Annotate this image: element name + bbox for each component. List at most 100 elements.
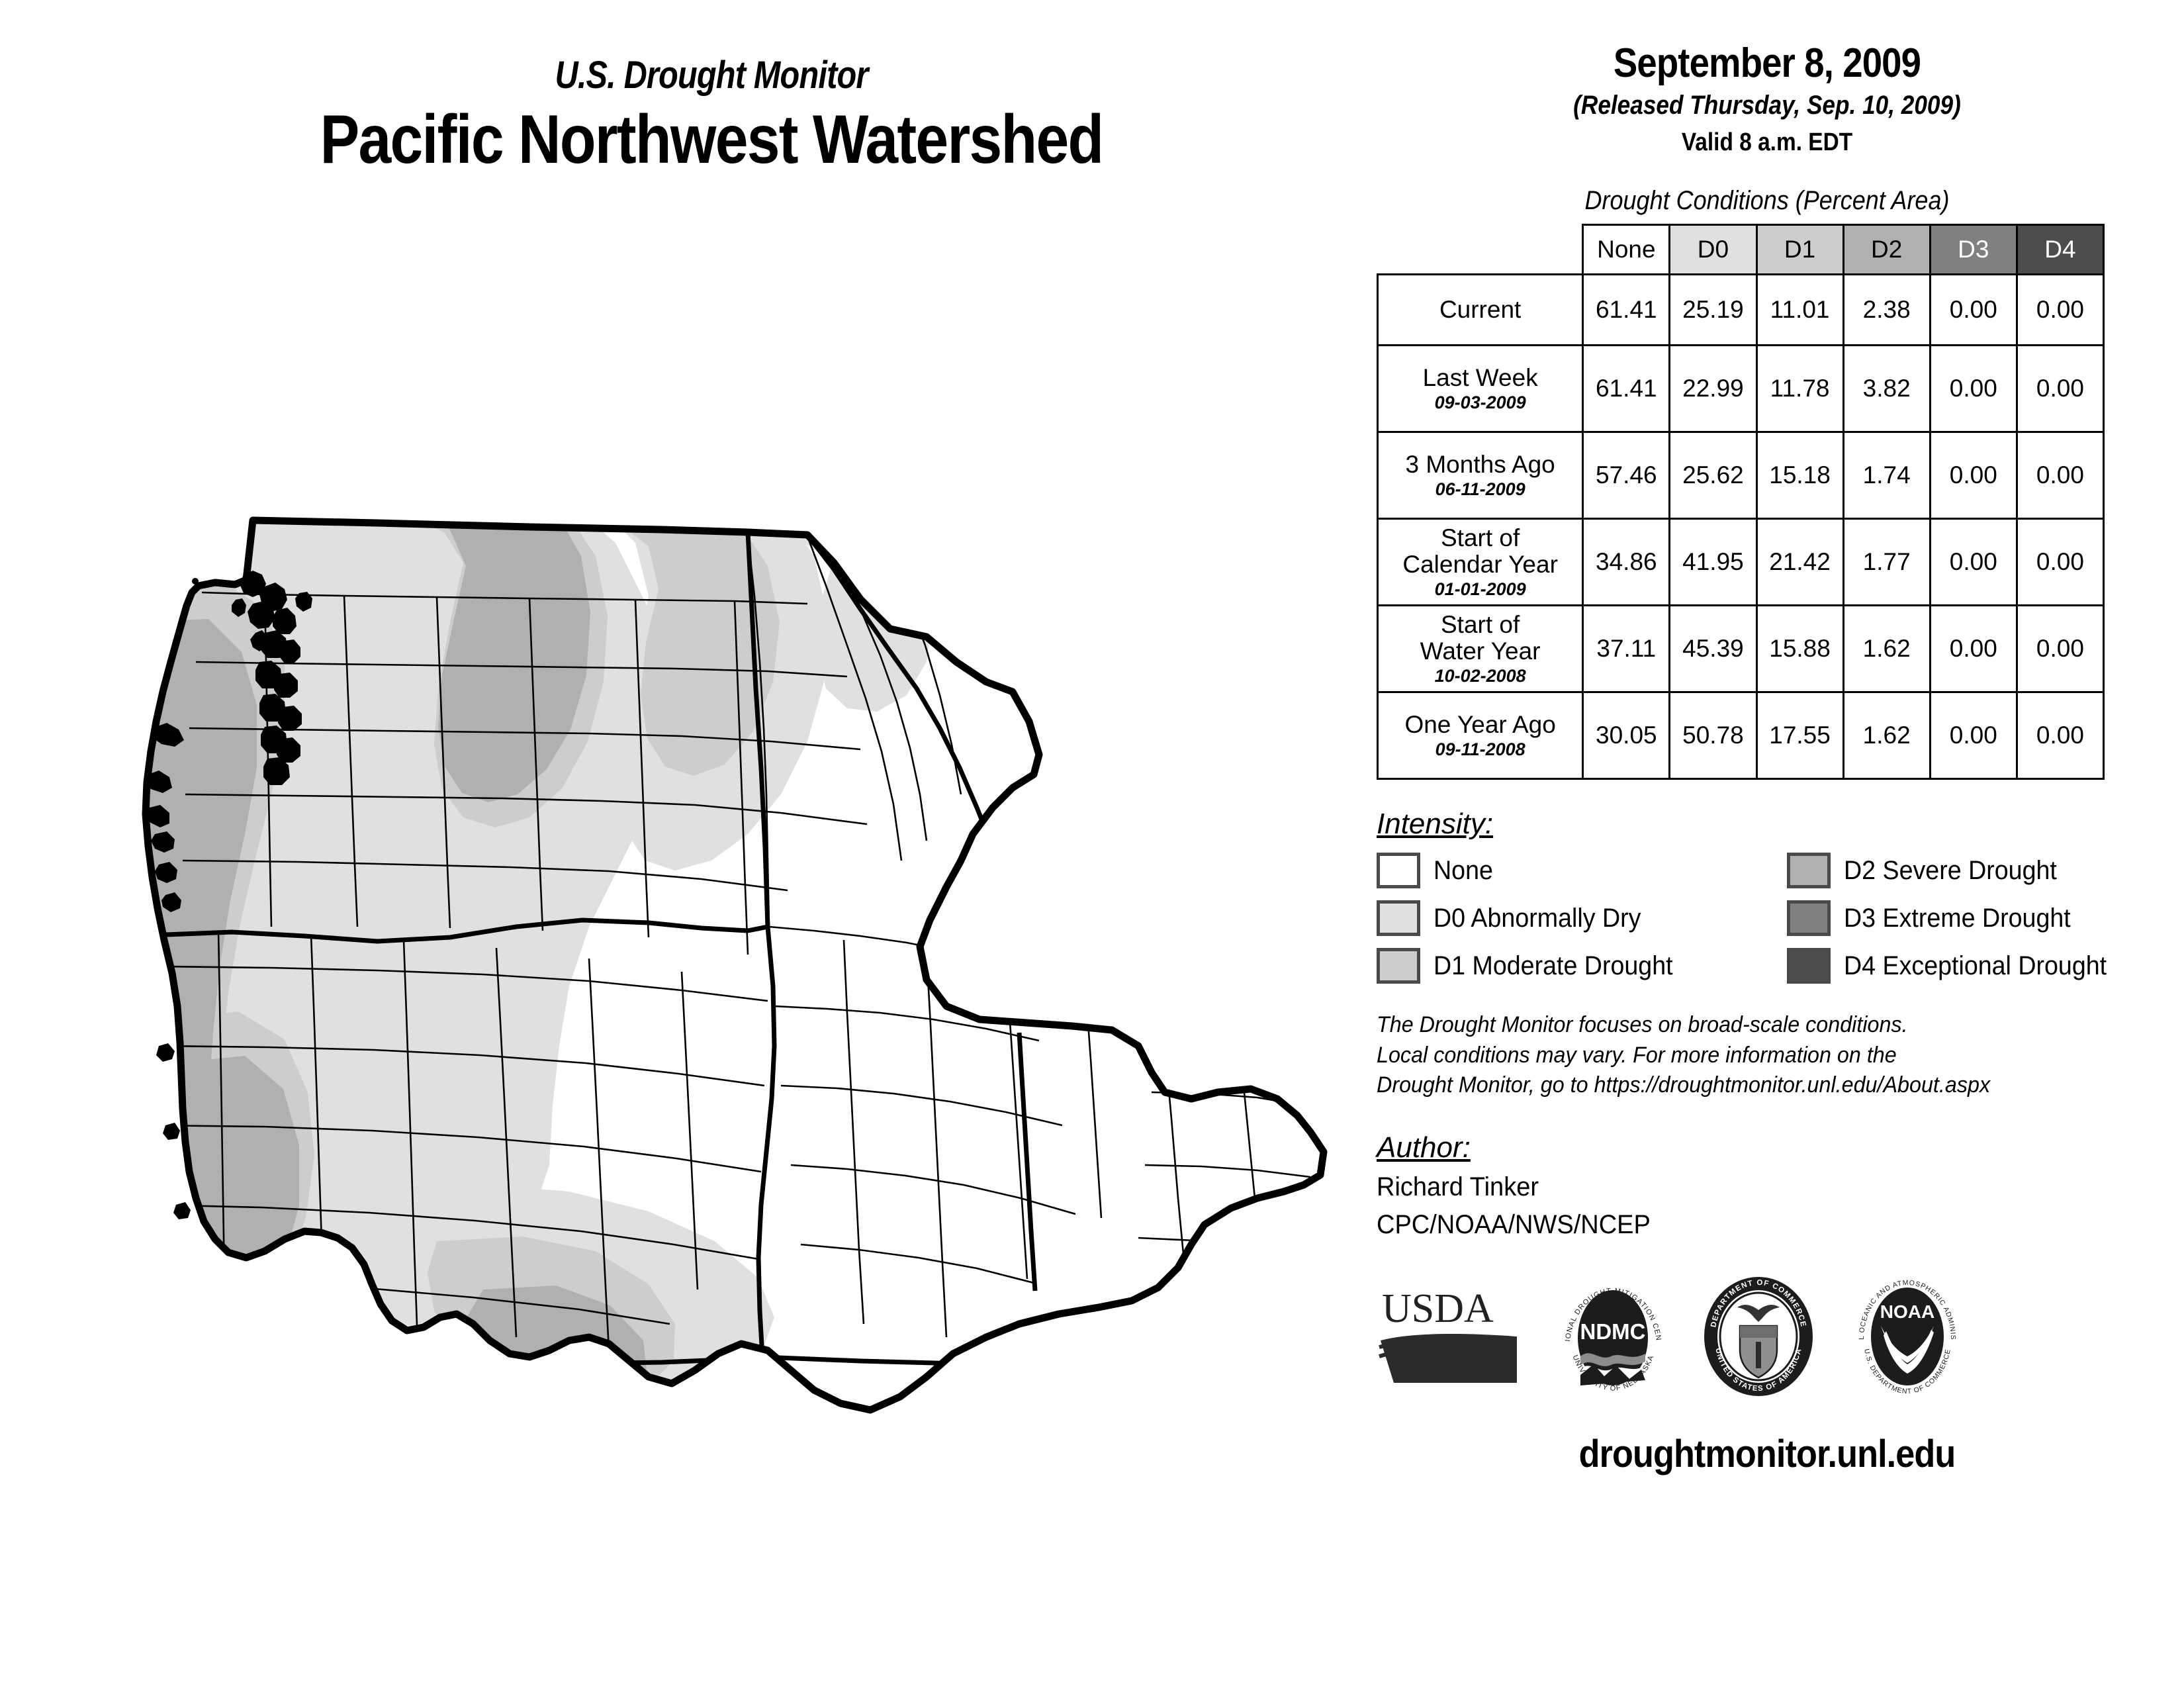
- table-row: 3 Months Ago 06-11-2009 57.46 25.62 15.18 1.7…: [1376, 431, 2105, 520]
- cell-d3: 0.00: [1929, 604, 2018, 693]
- cell-none: 34.86: [1582, 518, 1671, 606]
- row-label: Start of Water Year 10-02-2008: [1376, 604, 1584, 693]
- cell-d2: 1.62: [1842, 691, 1931, 780]
- disclaimer-line-2: Local conditions may vary. For more info…: [1377, 1042, 1897, 1068]
- table-row: Start of Calendar Year 01-01-2009 34.86 41.9…: [1376, 518, 2105, 606]
- cell-d2: 3.82: [1842, 344, 1931, 433]
- logo-row: USDA NDMC NATIONAL DROUGHT MITIGATION CE: [1377, 1270, 2158, 1401]
- legend-item-d3: D3 Extreme Drought: [1787, 900, 2158, 936]
- legend-swatch-d2: [1787, 853, 1831, 888]
- table-row: One Year Ago 09-11-2008 30.05 50.78 17.55 1.6…: [1376, 691, 2105, 780]
- valid-time: Valid 8 a.m. EDT: [1681, 128, 1853, 156]
- cell-d0: 25.62: [1668, 431, 1758, 520]
- info-panel: September 8, 2009 (Released Thursday, Se…: [1376, 40, 2158, 1476]
- row-date: 01-01-2009: [1434, 579, 1526, 599]
- legend-item-d1: D1 Moderate Drought: [1377, 948, 1787, 984]
- legend-label-d3: D3 Extreme Drought: [1844, 903, 2071, 933]
- ndmc-logo-text: NDMC: [1580, 1319, 1646, 1344]
- row-label: Start of Calendar Year 01-01-2009: [1376, 518, 1584, 606]
- usda-logo: USDA: [1377, 1284, 1529, 1393]
- watershed-outline: [142, 516, 1328, 1414]
- table-row: Last Week 09-03-2009 61.41 22.99 11.78 3.82 0.…: [1376, 344, 2105, 433]
- cell-d1: 21.42: [1755, 518, 1844, 606]
- cell-d2: 1.74: [1842, 431, 1931, 520]
- legend-swatch-d1: [1377, 948, 1420, 984]
- cell-none: 30.05: [1582, 691, 1671, 780]
- cell-none: 61.41: [1582, 344, 1671, 433]
- cell-none: 61.41: [1582, 273, 1671, 346]
- table-body: Current 61.41 25.19 11.01 2.38 0.00 0.00 Last W…: [1376, 273, 2105, 780]
- legend-label-d0: D0 Abnormally Dry: [1433, 903, 1641, 933]
- cell-d4: 0.00: [2015, 431, 2105, 520]
- map-svg: [142, 516, 1328, 1414]
- cell-d2: 1.77: [1842, 518, 1931, 606]
- date-block: September 8, 2009 (Released Thursday, Se…: [1377, 40, 2158, 157]
- cell-none: 37.11: [1582, 604, 1671, 693]
- column-header-none: None: [1582, 224, 1671, 275]
- cell-d3: 0.00: [1929, 273, 2018, 346]
- legend-label-d4: D4 Exceptional Drought: [1844, 951, 2107, 980]
- legend-swatch-none: [1377, 853, 1420, 888]
- legend-swatch-d0: [1377, 900, 1420, 936]
- cell-d4: 0.00: [2015, 604, 2105, 693]
- legend-item-d2: D2 Severe Drought: [1787, 853, 2158, 888]
- row-label: Last Week 09-03-2009: [1376, 344, 1584, 433]
- legend-label-none: None: [1433, 855, 1493, 885]
- table-corner-cell: [1377, 224, 1583, 275]
- author-heading: Author:: [1377, 1131, 1471, 1164]
- legend-swatch-d4: [1787, 948, 1831, 984]
- column-header-d2: D2: [1842, 224, 1931, 275]
- drought-map: [66, 463, 1363, 1430]
- cell-none: 57.46: [1582, 431, 1671, 520]
- puget-sound-islands: [146, 571, 312, 1219]
- row-date: 06-11-2009: [1435, 479, 1525, 499]
- table-caption: Drought Conditions (Percent Area): [1584, 186, 1950, 215]
- cell-d1: 15.88: [1755, 604, 1844, 693]
- page-title: Pacific Northwest Watershed: [320, 101, 1105, 178]
- report-date: September 8, 2009: [1613, 40, 1921, 86]
- cell-d0: 41.95: [1668, 518, 1758, 606]
- cell-d4: 0.00: [2015, 518, 2105, 606]
- author-name: Richard Tinker: [1377, 1172, 1539, 1201]
- legend-label-d1: D1 Moderate Drought: [1433, 951, 1673, 980]
- row-label: Current: [1376, 273, 1584, 346]
- row-date: 09-03-2009: [1434, 392, 1526, 412]
- cell-d1: 17.55: [1755, 691, 1844, 780]
- cell-d0: 45.39: [1668, 604, 1758, 693]
- cell-d0: 22.99: [1668, 344, 1758, 433]
- row-label: One Year Ago 09-11-2008: [1376, 691, 1584, 780]
- legend-item-none: None: [1377, 853, 1787, 888]
- table-row: Start of Water Year 10-02-2008 37.11 45.39 15…: [1376, 604, 2105, 693]
- cell-d4: 0.00: [2015, 691, 2105, 780]
- title-block: U.S. Drought Monitor Pacific Northwest W…: [63, 53, 1360, 176]
- column-header-d4: D4: [2015, 224, 2105, 275]
- legend-item-d4: D4 Exceptional Drought: [1787, 948, 2158, 984]
- noaa-logo-text: NOAA: [1880, 1301, 1934, 1322]
- column-header-d0: D0: [1668, 224, 1758, 275]
- row-date: 10-02-2008: [1434, 665, 1526, 686]
- row-date: 09-11-2008: [1435, 739, 1525, 759]
- ndmc-logo: NDMC NATIONAL DROUGHT MITIGATION CENTER …: [1552, 1270, 1671, 1401]
- cell-d4: 0.00: [2015, 273, 2105, 346]
- disclaimer-text: The Drought Monitor focuses on broad-sca…: [1377, 1010, 2118, 1101]
- legend-item-d0: D0 Abnormally Dry: [1377, 900, 1787, 936]
- site-url[interactable]: droughtmonitor.unl.edu: [1578, 1432, 1956, 1476]
- intensity-legend: None D2 Severe Drought D0 Abnormally Dry D3…: [1377, 853, 2158, 984]
- row-label: 3 Months Ago 06-11-2009: [1376, 431, 1584, 520]
- doc-logo: DEPARTMENT OF COMMERCE UNITED STATES OF …: [1698, 1276, 1820, 1401]
- cell-d3: 0.00: [1929, 691, 2018, 780]
- supertitle: U.S. Drought Monitor: [555, 54, 868, 97]
- cell-d2: 2.38: [1842, 273, 1931, 346]
- cell-d1: 11.78: [1755, 344, 1844, 433]
- column-header-d3: D3: [1929, 224, 2018, 275]
- drought-conditions-table: None D0 D1 D2 D3 D4 Current 61.41 25.19 11.…: [1376, 224, 2105, 780]
- cell-d1: 15.18: [1755, 431, 1844, 520]
- cell-d3: 0.00: [1929, 431, 2018, 520]
- cell-d4: 0.00: [2015, 344, 2105, 433]
- legend-label-d2: D2 Severe Drought: [1844, 855, 2057, 885]
- disclaimer-line-3: Drought Monitor, go to https://droughtmo…: [1377, 1072, 1991, 1098]
- cell-d0: 25.19: [1668, 273, 1758, 346]
- release-date: (Released Thursday, Sep. 10, 2009): [1573, 91, 1961, 120]
- intensity-heading: Intensity:: [1377, 808, 1494, 840]
- cell-d3: 0.00: [1929, 344, 2018, 433]
